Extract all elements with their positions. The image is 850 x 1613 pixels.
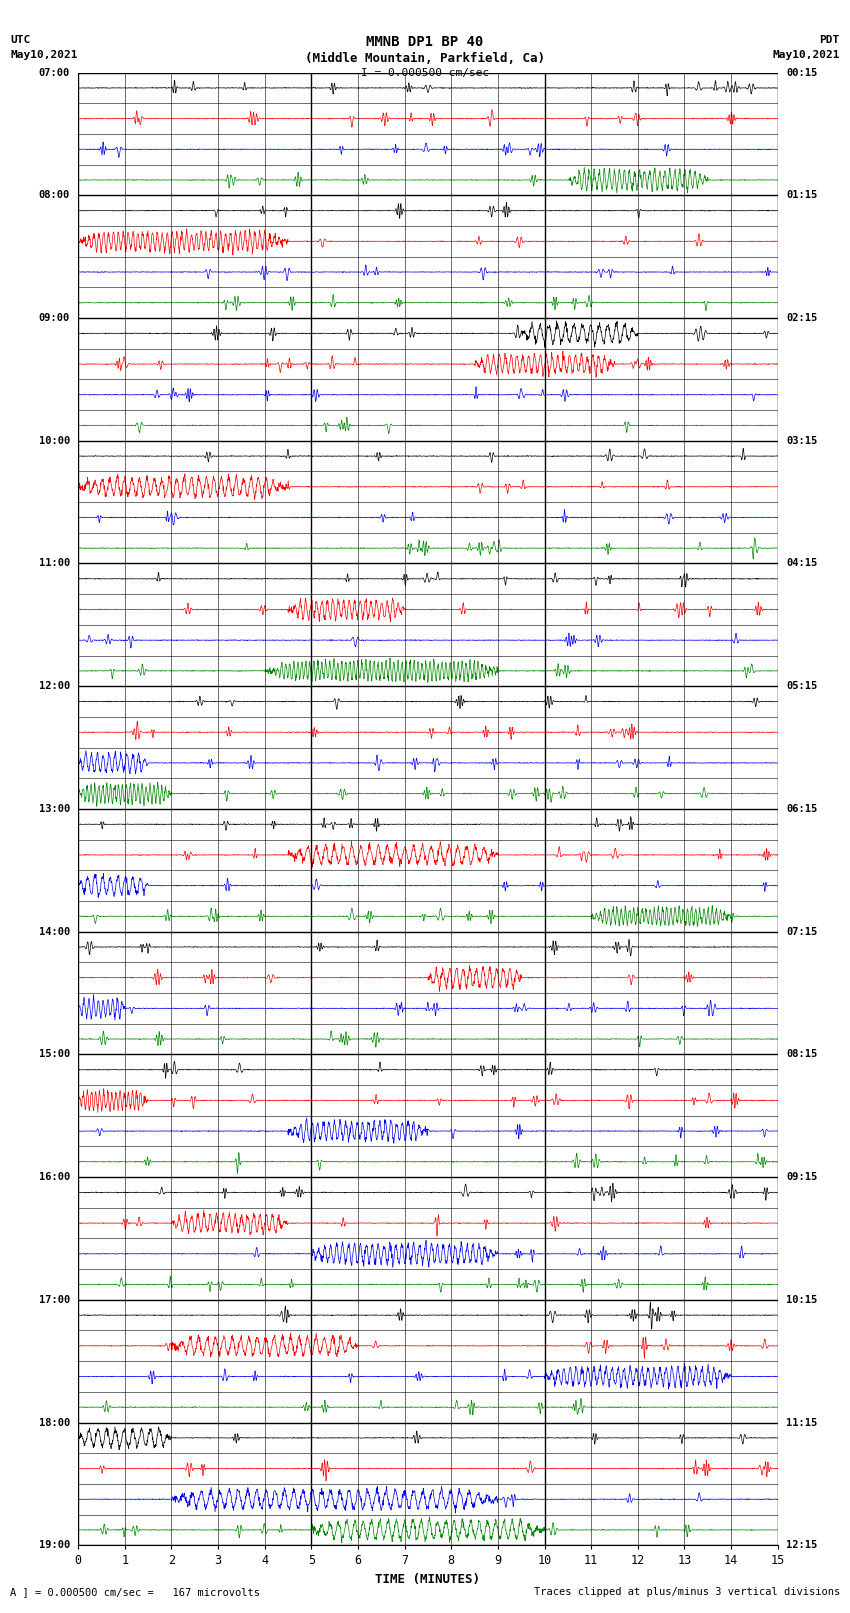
Text: 02:15: 02:15 bbox=[786, 313, 818, 323]
Text: 03:15: 03:15 bbox=[786, 436, 818, 445]
Text: UTC: UTC bbox=[10, 35, 31, 45]
Text: 11:00: 11:00 bbox=[38, 558, 70, 568]
Text: 00:15: 00:15 bbox=[786, 68, 818, 77]
Text: A ] = 0.000500 cm/sec =   167 microvolts: A ] = 0.000500 cm/sec = 167 microvolts bbox=[10, 1587, 260, 1597]
Text: 06:15: 06:15 bbox=[786, 803, 818, 815]
Text: 15:00: 15:00 bbox=[38, 1050, 70, 1060]
Text: 07:00: 07:00 bbox=[38, 68, 70, 77]
Text: 09:15: 09:15 bbox=[786, 1173, 818, 1182]
Text: 12:00: 12:00 bbox=[38, 681, 70, 692]
X-axis label: TIME (MINUTES): TIME (MINUTES) bbox=[376, 1573, 480, 1586]
Text: May10,2021: May10,2021 bbox=[773, 50, 840, 60]
Text: MMNB DP1 BP 40: MMNB DP1 BP 40 bbox=[366, 35, 484, 50]
Text: 01:15: 01:15 bbox=[786, 190, 818, 200]
Text: 18:00: 18:00 bbox=[38, 1418, 70, 1428]
Text: 09:00: 09:00 bbox=[38, 313, 70, 323]
Text: 14:00: 14:00 bbox=[38, 926, 70, 937]
Text: 17:00: 17:00 bbox=[38, 1295, 70, 1305]
Text: 04:15: 04:15 bbox=[786, 558, 818, 568]
Text: 12:15: 12:15 bbox=[786, 1540, 818, 1550]
Text: 11:15: 11:15 bbox=[786, 1418, 818, 1428]
Text: May10,2021: May10,2021 bbox=[10, 50, 77, 60]
Text: Traces clipped at plus/minus 3 vertical divisions: Traces clipped at plus/minus 3 vertical … bbox=[534, 1587, 840, 1597]
Text: 10:00: 10:00 bbox=[38, 436, 70, 445]
Text: 13:00: 13:00 bbox=[38, 803, 70, 815]
Text: 07:15: 07:15 bbox=[786, 926, 818, 937]
Text: 08:00: 08:00 bbox=[38, 190, 70, 200]
Text: 08:15: 08:15 bbox=[786, 1050, 818, 1060]
Text: 16:00: 16:00 bbox=[38, 1173, 70, 1182]
Text: PDT: PDT bbox=[819, 35, 840, 45]
Text: 19:00: 19:00 bbox=[38, 1540, 70, 1550]
Text: 10:15: 10:15 bbox=[786, 1295, 818, 1305]
Text: (Middle Mountain, Parkfield, Ca): (Middle Mountain, Parkfield, Ca) bbox=[305, 52, 545, 65]
Text: 05:15: 05:15 bbox=[786, 681, 818, 692]
Text: I = 0.000500 cm/sec: I = 0.000500 cm/sec bbox=[361, 68, 489, 77]
